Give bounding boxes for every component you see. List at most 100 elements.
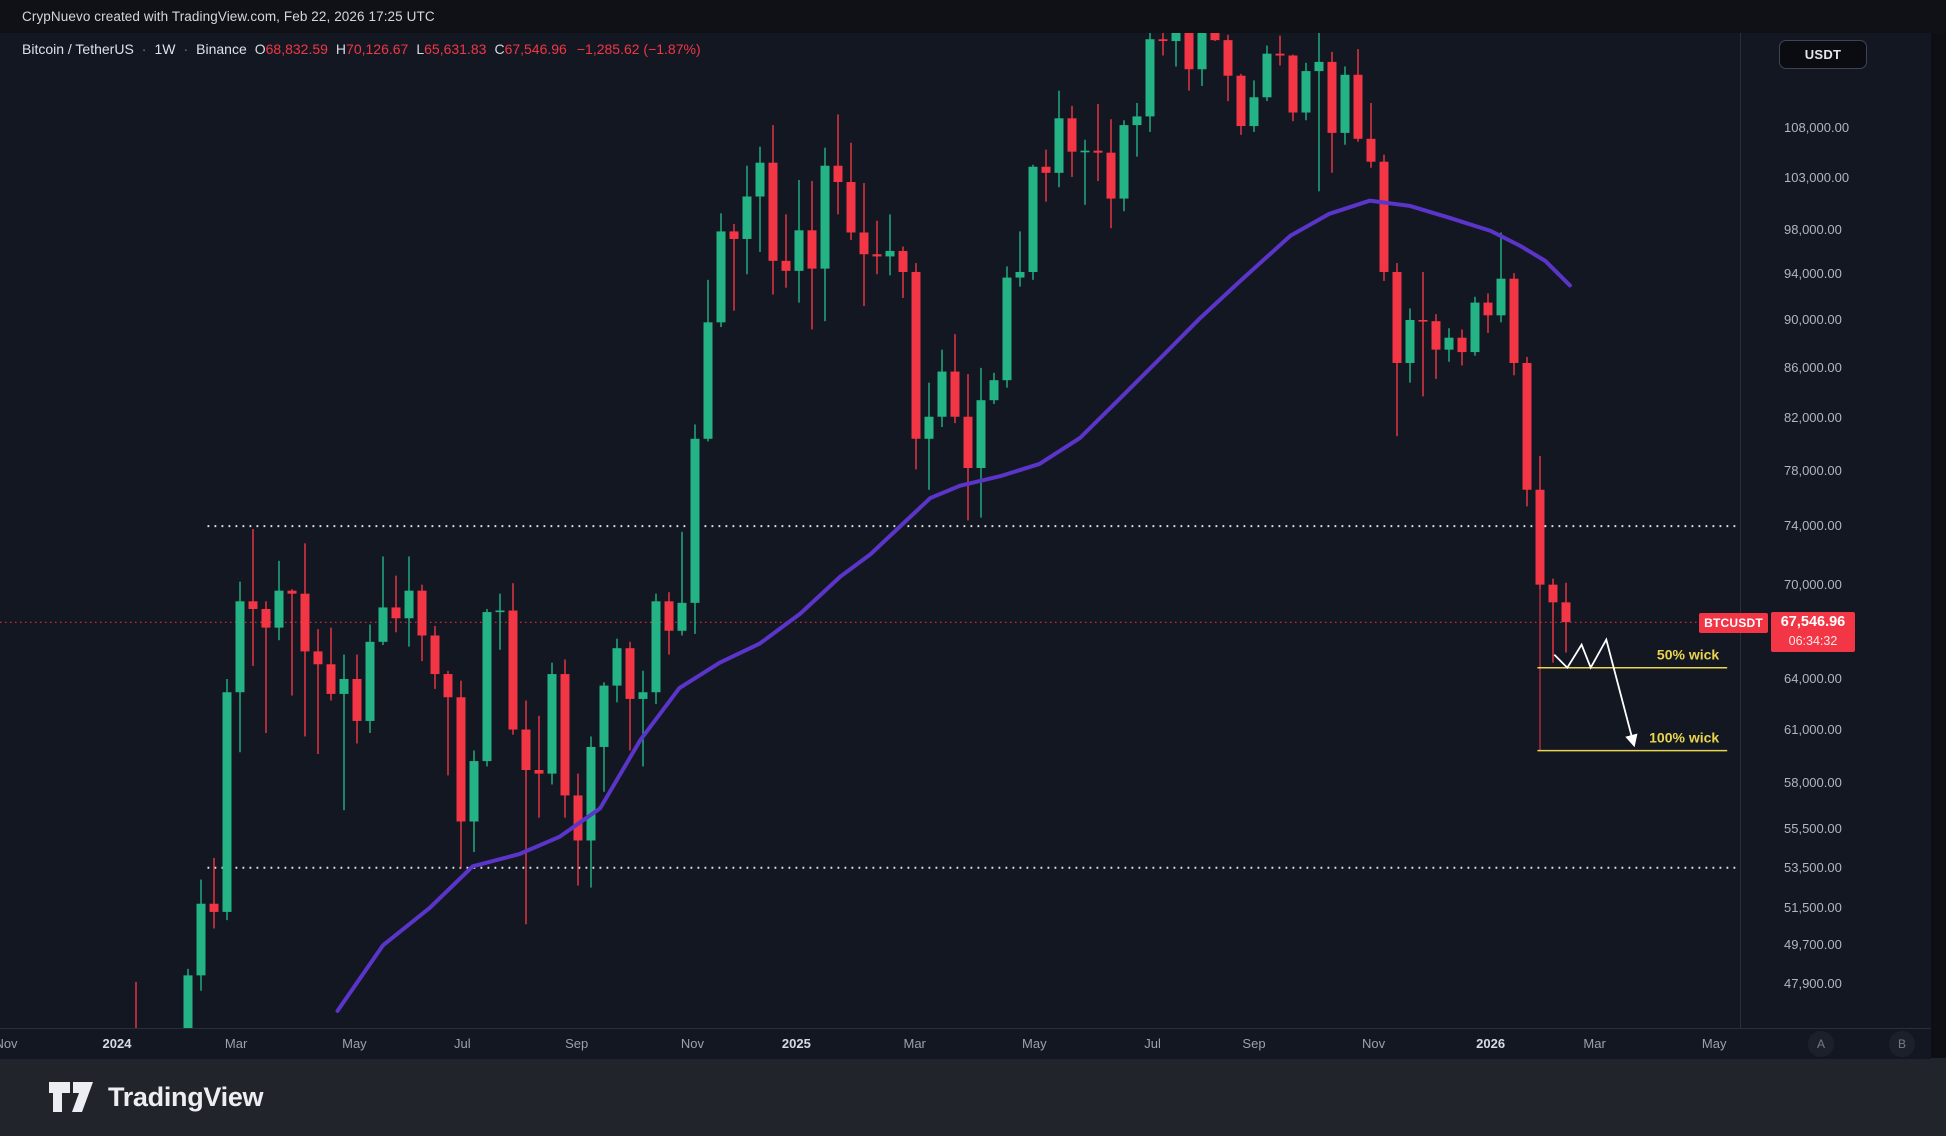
candle-body (209, 903, 219, 912)
candle-body (898, 250, 908, 272)
candle-wick (1422, 271, 1424, 397)
change-value: −1,285.62 (−1.87%) (576, 41, 701, 57)
candle-body (274, 590, 284, 628)
time-tick-month: Nov (1362, 1036, 1386, 1051)
candle-body (417, 590, 427, 636)
candle-body (1392, 271, 1402, 363)
price-tick-label: 64,000.00 (1784, 670, 1842, 686)
candle-wick (1500, 232, 1502, 323)
candle-body (768, 162, 778, 261)
interval-label: 1W (154, 41, 176, 57)
chart-area[interactable]: 50% wick 100% wick Bitcoin / TetherUS · 1… (0, 33, 1946, 1059)
candle-wick (759, 146, 761, 253)
candle-wick (1370, 102, 1372, 168)
currency-toggle-button[interactable]: USDT (1779, 40, 1867, 69)
candle-body (1444, 337, 1454, 350)
symbol-legend[interactable]: Bitcoin / TetherUS · 1W · Binance O68,83… (22, 39, 701, 59)
candle-body (833, 165, 843, 183)
candle-body (1262, 53, 1272, 98)
price-tick-label: 74,000.00 (1784, 518, 1842, 534)
candle-wick (1136, 102, 1138, 157)
candle-body (1158, 39, 1168, 42)
price-tick-label: 51,500.00 (1784, 899, 1842, 915)
candle-body (638, 692, 648, 699)
candle-body (482, 612, 492, 762)
candle-wick (681, 531, 683, 636)
time-axis[interactable]: Nov 2024 Mar May Jul Sep Nov 2025 Mar May Jul Sep No… (0, 1028, 1931, 1059)
ohlc-low: L65,631.83 (416, 41, 487, 57)
time-tick-month: Sep (565, 1036, 589, 1051)
price-tick-label: 53,500.00 (1784, 859, 1842, 875)
candle-body (508, 610, 518, 730)
candle-body (1236, 75, 1246, 127)
candle-body (495, 610, 505, 613)
price-tick-label: 86,000.00 (1784, 359, 1842, 375)
candle-wick (499, 593, 501, 650)
tradingview-logo[interactable]: TradingView (48, 1081, 264, 1113)
candle-body (1431, 321, 1441, 350)
candle-body (222, 692, 232, 912)
time-tick-month: Mar (1583, 1036, 1606, 1051)
candle-wick (1045, 149, 1047, 202)
candle-wick (876, 220, 878, 275)
candle-body (1210, 33, 1220, 41)
candle-body (794, 230, 804, 271)
candle-wick (265, 601, 267, 734)
candle-body (716, 231, 726, 323)
time-tick-month: Mar (224, 1036, 248, 1051)
candle-body (1093, 150, 1103, 153)
candle-wick (902, 246, 904, 299)
candle-body (469, 761, 479, 822)
candle-wick (252, 528, 254, 666)
candles-layer (135, 33, 1571, 1028)
candle-body (1171, 33, 1181, 42)
candle-body (1535, 489, 1545, 585)
candle-body (521, 729, 531, 771)
price-tick-label: 55,500.00 (1784, 821, 1842, 837)
candle-body (456, 697, 466, 822)
price-label-value: 67,546.96 06:34:32 (1771, 612, 1855, 653)
candle-body (963, 416, 973, 468)
exchange-label: Binance (196, 41, 247, 57)
projection-zigzag-arrow[interactable] (1553, 637, 1638, 748)
candle-body (651, 601, 661, 693)
price-tick-label: 103,000.00 (1784, 169, 1850, 185)
time-tick-month: May (1701, 1036, 1727, 1051)
price-scale[interactable]: 108,000.00 103,000.00 98,000.00 94,000.00 90… (1740, 33, 1932, 1028)
candle-body (859, 232, 869, 255)
moving-average-line[interactable] (335, 198, 1572, 1013)
candle-body (1327, 61, 1337, 133)
axis-button-b[interactable]: B (1889, 1031, 1915, 1057)
candle-body (989, 380, 999, 401)
time-tick-year: 2025 (781, 1036, 811, 1051)
candle-body (1106, 152, 1116, 199)
price-tick-label: 82,000.00 (1784, 410, 1842, 426)
candle-body (287, 590, 297, 594)
candle-wick (135, 981, 137, 1028)
candle-body (1028, 166, 1038, 272)
candle-wick (1552, 578, 1554, 663)
time-tick-month: May (342, 1036, 367, 1051)
time-tick-month: May (1022, 1036, 1047, 1051)
time-tick-month: Nov (680, 1036, 704, 1051)
candle-body (976, 400, 986, 468)
candle-body (1496, 278, 1506, 316)
price-tick-label: 90,000.00 (1784, 311, 1842, 327)
wick-level-label: 50% wick (1657, 647, 1719, 663)
candle-body (573, 795, 583, 841)
candle-body (1002, 277, 1012, 381)
ohlc-open: O68,832.59 (254, 41, 328, 57)
candle-body (742, 196, 752, 239)
axis-button-a[interactable]: A (1808, 1031, 1834, 1057)
candle-body (625, 648, 635, 699)
candle-body (820, 165, 830, 269)
price-tick-label: 58,000.00 (1784, 774, 1842, 790)
candle-body (534, 770, 544, 774)
candle-body (846, 182, 856, 233)
candle-body (1561, 602, 1571, 623)
candle-wick (291, 589, 293, 696)
candle-body (807, 230, 817, 269)
candlestick-plot[interactable]: 50% wick 100% wick (0, 33, 1740, 1028)
legend-separator: · (141, 41, 147, 57)
ohlc-high: H70,126.67 (335, 41, 409, 57)
